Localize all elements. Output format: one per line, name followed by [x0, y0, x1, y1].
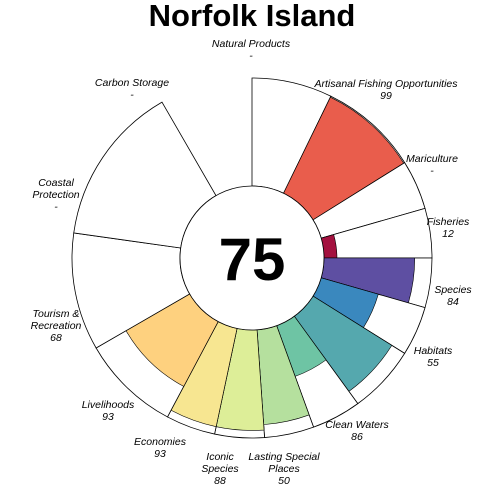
center-circle [179, 185, 325, 331]
petals-group [71, 77, 433, 439]
goal-name-livelihoods: Livelihoods [82, 399, 135, 411]
goal-label-artisanal-fishing: Artisanal Fishing Opportunities 99 [314, 78, 459, 102]
goal-name-species: Species [434, 284, 472, 296]
goal-label-lasting-special-places: Lasting Special Places 50 [248, 451, 320, 487]
goal-score-clean-waters: 86 [351, 431, 363, 443]
goal-label-natural-products: Natural Products - [212, 38, 291, 62]
labels-group: Natural Products -Artisanal Fishing Oppor… [31, 38, 473, 487]
goal-score-habitats: 55 [427, 357, 439, 369]
goal-label-species: Species 84 [434, 284, 472, 308]
goal-score-tourism-recreation: 68 [50, 332, 62, 344]
center-score: 75 [219, 226, 286, 293]
goal-name-tourism-recreation: Recreation [31, 320, 82, 332]
goal-name-coastal-protection: Coastal [38, 177, 74, 189]
goal-label-clean-waters: Clean Waters 86 [325, 419, 389, 443]
goal-label-iconic-species: Iconic Species 88 [201, 451, 239, 487]
goal-name-iconic-species: Iconic [206, 451, 234, 463]
goal-score-livelihoods: 93 [102, 411, 114, 423]
goal-name-natural-products: Natural Products [212, 38, 291, 50]
goal-label-carbon-storage: Carbon Storage - [95, 77, 169, 101]
goal-label-habitats: Habitats 55 [414, 345, 453, 369]
goal-name-artisanal-fishing: Artisanal Fishing Opportunities [314, 78, 459, 90]
goal-score-artisanal-fishing: 99 [380, 90, 392, 102]
goal-label-fisheries: Fisheries 12 [427, 216, 470, 240]
goal-label-coastal-protection: Coastal Protection - [32, 177, 79, 213]
goal-name-fisheries: Fisheries [427, 216, 470, 228]
goal-score-mariculture: - [430, 165, 434, 177]
goal-name-clean-waters: Clean Waters [325, 419, 389, 431]
goal-score-economies: 93 [154, 448, 166, 460]
goal-name-economies: Economies [134, 436, 187, 448]
goal-label-economies: Economies 93 [134, 436, 187, 460]
goal-score-natural-products: - [249, 50, 253, 62]
goal-name-mariculture: Mariculture [406, 153, 458, 165]
chart-title: Norfolk Island [149, 0, 356, 33]
goal-score-coastal-protection: - [54, 201, 58, 213]
goal-name-tourism-recreation: Tourism & [33, 308, 80, 320]
goal-name-carbon-storage: Carbon Storage [95, 77, 169, 89]
goal-score-carbon-storage: - [130, 89, 134, 101]
goal-name-habitats: Habitats [414, 345, 453, 357]
goal-name-coastal-protection: Protection [32, 189, 79, 201]
goal-name-lasting-special-places: Lasting Special [248, 451, 320, 463]
goal-score-species: 84 [447, 296, 459, 308]
goal-score-iconic-species: 88 [214, 475, 226, 487]
goal-name-iconic-species: Species [201, 463, 239, 475]
goal-label-livelihoods: Livelihoods 93 [82, 399, 135, 423]
goal-score-fisheries: 12 [442, 228, 454, 240]
goal-label-tourism-recreation: Tourism & Recreation 68 [31, 308, 82, 344]
goal-name-lasting-special-places: Places [268, 463, 300, 475]
goal-label-mariculture: Mariculture - [406, 153, 458, 177]
goal-score-lasting-special-places: 50 [278, 475, 290, 487]
